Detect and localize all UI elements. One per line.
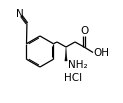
Text: HCl: HCl [64,73,83,83]
Text: O: O [80,26,88,36]
Text: NH₂: NH₂ [68,60,88,70]
Polygon shape [65,47,67,61]
Text: N: N [16,9,24,19]
Text: OH: OH [94,48,110,58]
